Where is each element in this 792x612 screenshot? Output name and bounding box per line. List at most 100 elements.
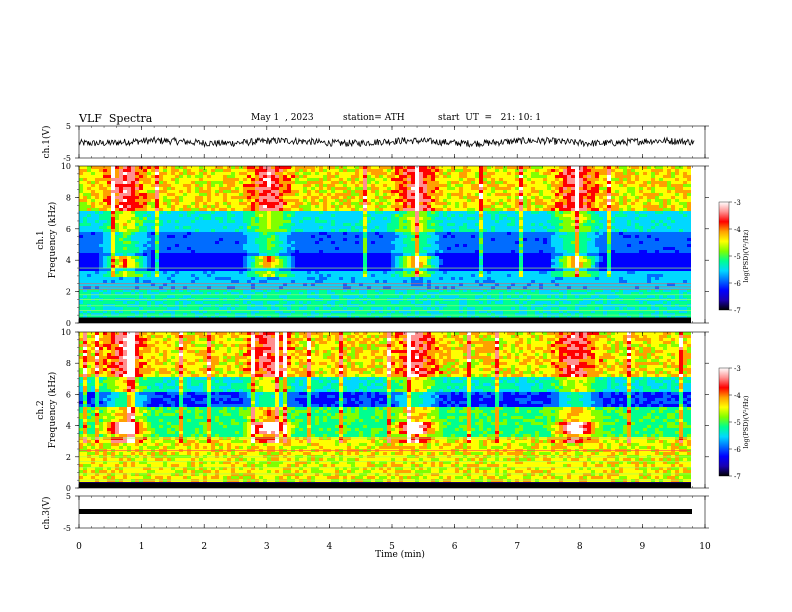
spectrogram-cell	[171, 244, 175, 247]
spectrogram-cell	[167, 169, 171, 172]
spectrogram-cell	[179, 307, 183, 310]
spectrogram-cell	[207, 238, 211, 241]
spectrogram-cell	[427, 301, 431, 304]
spectrogram-cell	[411, 292, 415, 295]
spectrogram-cell	[427, 316, 431, 319]
spectrogram-cell	[243, 307, 247, 310]
spectrogram-cell	[79, 196, 83, 199]
spectrogram-cell	[419, 211, 423, 214]
spectrogram-cell	[295, 211, 299, 214]
spectrogram-cell	[343, 196, 347, 199]
spectrogram-cell	[243, 193, 247, 196]
spectrogram-cell	[303, 172, 307, 175]
spectrogram-cell	[223, 172, 227, 175]
spectrogram-cell	[247, 271, 251, 274]
spectrogram-cell	[291, 274, 295, 277]
spectrogram-cell	[227, 184, 231, 187]
spectrogram-cell	[183, 172, 187, 175]
spectrogram-cell	[215, 205, 219, 208]
spectrogram-cell	[79, 214, 83, 217]
spectrogram-cell	[303, 220, 307, 223]
spectrogram-cell	[95, 277, 99, 280]
spectrogram-cell	[175, 214, 179, 217]
spectrogram-cell	[139, 277, 143, 280]
spectrogram-cell	[111, 277, 115, 280]
spectrogram-cell	[83, 274, 87, 277]
spectrogram-cell	[267, 220, 271, 223]
spectrogram-cell	[287, 196, 291, 199]
spectrogram-cell	[343, 310, 347, 313]
spectrogram-cell	[363, 169, 367, 172]
spectrogram-cell	[135, 220, 139, 223]
spectrogram-cell	[291, 172, 295, 175]
spectrogram-cell	[167, 292, 171, 295]
spectrogram-cell	[255, 187, 259, 190]
spectrogram-cell	[271, 226, 275, 229]
spectrogram-cell	[123, 214, 127, 217]
spectrogram-cell	[95, 310, 99, 313]
spectrogram-cell	[299, 307, 303, 310]
spectrogram-cell	[167, 259, 171, 262]
spectrogram-cell	[439, 214, 443, 217]
spectrogram-cell	[179, 289, 183, 292]
spectrogram-cell	[315, 211, 319, 214]
spectrogram-cell	[331, 217, 335, 220]
spectrogram-cell	[231, 241, 235, 244]
spectrogram-cell	[375, 196, 379, 199]
spectrogram-cell	[131, 238, 135, 241]
spectrogram-cell	[411, 211, 415, 214]
spectrogram-cell	[283, 232, 287, 235]
spectrogram-cell	[107, 199, 111, 202]
spectrogram-cell	[355, 286, 359, 289]
spectrogram-cell	[431, 256, 435, 259]
spectrogram-cell	[183, 250, 187, 253]
spectrogram-cell	[411, 214, 415, 217]
spectrogram-cell	[343, 184, 347, 187]
spectrogram-cell	[79, 190, 83, 193]
spectrogram-cell	[191, 244, 195, 247]
spectrogram-cell	[91, 232, 95, 235]
spectrogram-cell	[91, 313, 95, 316]
spectrogram-cell	[383, 241, 387, 244]
spectrogram-cell	[191, 175, 195, 178]
spectrogram-cell	[235, 253, 239, 256]
spectrogram-cell	[327, 292, 331, 295]
spectrogram-cell	[391, 232, 395, 235]
spectrogram-cell	[111, 244, 115, 247]
spectrogram-cell	[83, 253, 87, 256]
spectrogram-cell	[375, 208, 379, 211]
spectrogram-cell	[427, 247, 431, 250]
spectrogram-cell	[211, 289, 215, 292]
spectrogram-cell	[375, 178, 379, 181]
spectrogram-cell	[447, 262, 451, 265]
spectrogram-cell	[323, 229, 327, 232]
spectrogram-cell	[83, 166, 87, 169]
spectrogram-cell	[207, 175, 211, 178]
spectrogram-cell	[387, 238, 391, 241]
spectrogram-cell	[447, 187, 451, 190]
spectrogram-cell	[247, 256, 251, 259]
spectrogram-cell	[399, 211, 403, 214]
spectrogram-cell	[247, 244, 251, 247]
spectrogram-cell	[115, 253, 119, 256]
spectrogram-cell	[263, 283, 267, 286]
spectrogram-cell	[155, 268, 159, 271]
spectrogram-cell	[451, 268, 455, 271]
spectrogram-cell	[443, 199, 447, 202]
spectrogram-cell	[303, 253, 307, 256]
spectrogram-cell	[291, 250, 295, 253]
spectrogram-cell	[187, 247, 191, 250]
spectrogram-cell	[359, 220, 363, 223]
spectrogram-cell	[155, 223, 159, 226]
spectrogram-cell	[207, 292, 211, 295]
spectrogram-cell	[151, 190, 155, 193]
spectrogram-cell	[171, 316, 175, 319]
spectrogram-cell	[315, 280, 319, 283]
spectrogram-cell	[339, 283, 343, 286]
spectrogram-cell	[83, 241, 87, 244]
spectrogram-cell	[447, 241, 451, 244]
spectrogram-cell	[227, 220, 231, 223]
spectrogram-cell	[363, 280, 367, 283]
spectrogram-cell	[83, 250, 87, 253]
